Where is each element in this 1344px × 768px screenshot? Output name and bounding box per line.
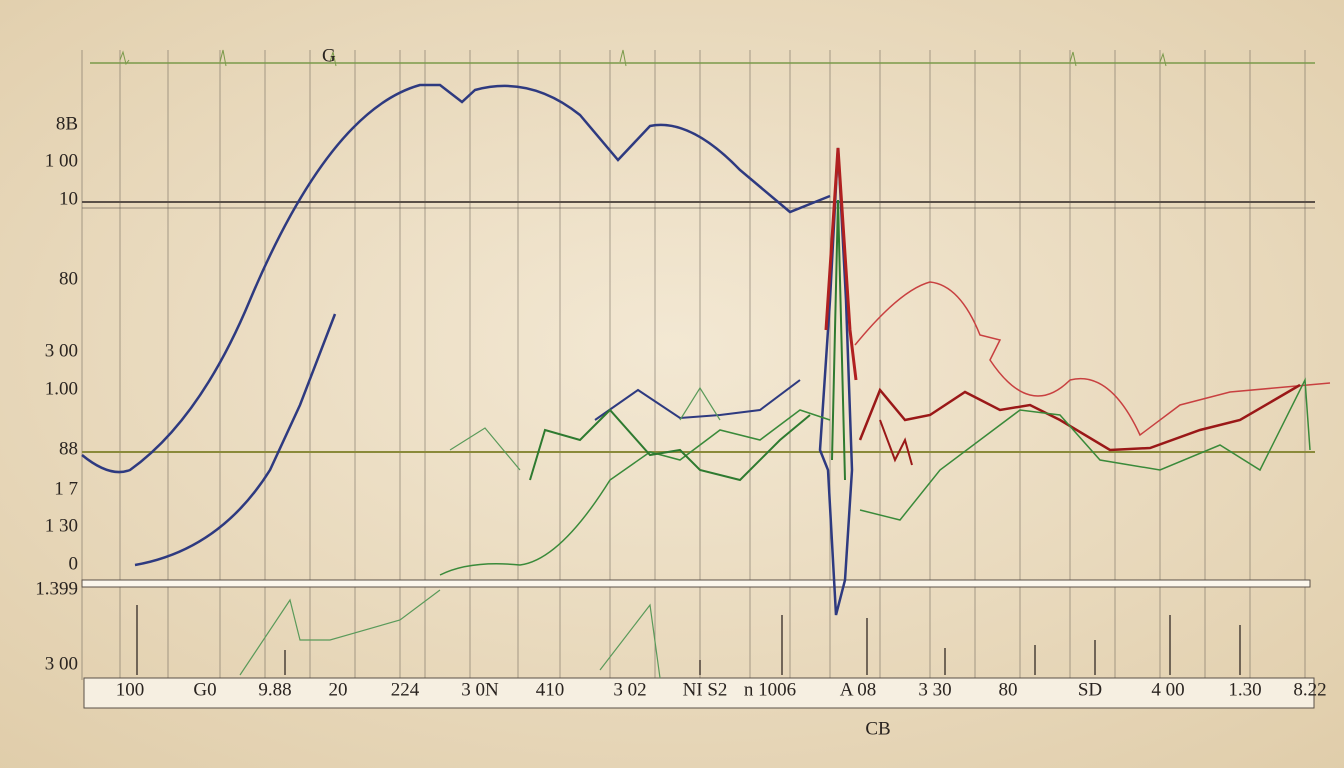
green-curve-3 (859, 377, 1311, 521)
x-label: 20 (329, 679, 348, 700)
y-label: 80 (59, 268, 78, 289)
x-label: 100 (116, 679, 145, 700)
y-label: 0 (69, 553, 79, 574)
green-curve (439, 409, 831, 576)
x-label: 1.30 (1228, 679, 1261, 700)
x-label: 4 00 (1151, 679, 1184, 700)
top-trace-spikes (119, 49, 1167, 67)
x-label: 410 (536, 679, 565, 700)
x-label: SD (1078, 679, 1102, 700)
lower-spikes (136, 605, 1241, 675)
y-label: 10 (59, 188, 78, 209)
y-label: 3 00 (45, 653, 78, 674)
lower-trace (239, 589, 661, 679)
x-axis-band (83, 677, 1315, 709)
red-curve-2 (858, 383, 1301, 452)
red-curve (854, 281, 1331, 437)
top-label: G (322, 45, 336, 66)
y-label: 1 00 (45, 150, 78, 171)
spike-red (824, 147, 858, 381)
blue-curve (81, 83, 831, 474)
y-label: 1 7 (54, 478, 78, 499)
blue-curve-3 (594, 379, 801, 421)
x-label: 3 30 (918, 679, 951, 700)
spike-green (831, 199, 846, 481)
blue-curve-2 (134, 313, 337, 567)
x-label: NI S2 (683, 679, 728, 700)
y-label: 1.399 (35, 578, 78, 599)
x-label: 3 02 (613, 679, 646, 700)
x-label: 80 (999, 679, 1018, 700)
x-label: 9.88 (258, 679, 291, 700)
band (81, 579, 1311, 588)
x-label: 224 (391, 679, 420, 700)
red-wiggle (879, 419, 913, 466)
caption: CB (865, 718, 890, 739)
x-label: G0 (193, 679, 216, 700)
x-labels: 100 G0 9.88 20 224 3 0N 410 3 02 NI S2 n 1006 A 08… (116, 679, 1327, 700)
green-curve-4 (449, 386, 721, 471)
y-label: 88 (59, 438, 78, 459)
y-label: 1 30 (45, 515, 78, 536)
y-label: 3 00 (45, 340, 78, 361)
x-label: 8.22 (1293, 679, 1326, 700)
y-label: 8B (56, 113, 78, 134)
y-label: 1.00 (45, 378, 78, 399)
x-label: A 08 (840, 679, 876, 700)
y-labels: 8B 1 00 10 80 3 00 1.00 88 1 7 1 30 0 1.399 3 00 (35, 113, 78, 674)
grid (81, 50, 1306, 680)
x-label: 3 0N (461, 679, 499, 700)
green-curve-2 (529, 408, 811, 482)
x-label: n 1006 (744, 679, 796, 700)
